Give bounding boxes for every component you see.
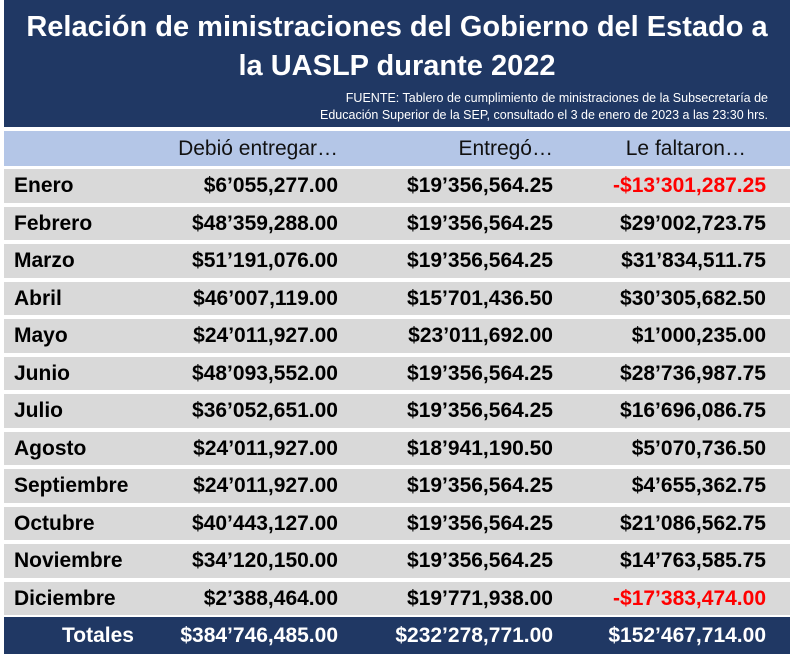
column-header-entrego: Entregó… (458, 137, 553, 160)
entrego-cell: $19’356,564.25 (407, 249, 553, 272)
column-header-debio: Debió entregar… (178, 137, 338, 160)
debio-cell: $2’388,464.00 (203, 586, 338, 610)
month-cell: Septiembre (14, 474, 129, 497)
table-row: Mayo $24’011,927.00 $23’011,692.00 $1’000,2… (4, 319, 790, 353)
debio-cell: $34’120,150.00 (192, 549, 338, 572)
entrego-cell: $19’356,564.25 (407, 474, 553, 497)
table-frame: Relación de ministraciones del Gobierno … (4, 0, 790, 656)
falta-cell: $14’763,585.75 (620, 549, 766, 572)
totals-row: Totales $384’746,485.00 $232’278,771.00 … (4, 617, 790, 654)
falta-cell: -$17’383,474.00 (613, 586, 766, 610)
page-title: Relación de ministraciones del Gobierno … (4, 8, 790, 86)
column-header-falta: Le faltaron… (625, 137, 746, 160)
entrego-cell: $19’356,564.25 (407, 174, 553, 197)
debio-cell: $6’055,277.00 (203, 174, 338, 197)
falta-cell: $29’002,723.75 (620, 211, 766, 235)
falta-cell: $30’305,682.50 (620, 286, 766, 310)
debio-cell: $46’007,119.00 (193, 286, 338, 310)
table-row: Agosto $24’011,927.00 $18’941,190.50 $5’070… (4, 431, 790, 465)
falta-cell: $28’736,987.75 (620, 361, 766, 385)
debio-cell: $48’093,552.00 (192, 361, 338, 385)
entrego-cell: $19’356,564.25 (407, 211, 553, 235)
falta-cell: $16’696,086.75 (620, 399, 766, 422)
entrego-cell: $23’011,692.00 (408, 324, 553, 347)
debio-cell: $40’443,127.00 (192, 511, 338, 535)
debio-cell: $24’011,927.00 (193, 324, 338, 347)
table-row: Enero $6’055,277.00 $19’356,564.25 -$13’301… (4, 169, 790, 203)
totals-falta: $152’467,714.00 (608, 624, 766, 647)
month-cell: Febrero (14, 211, 93, 235)
column-header-row: Debió entregar… Entregó… Le faltaron… (4, 131, 790, 166)
entrego-cell: $18’941,190.50 (407, 436, 553, 460)
month-cell: Julio (14, 399, 64, 422)
totals-debio: $384’746,485.00 (180, 624, 338, 647)
falta-cell: $4’655,362.75 (631, 474, 766, 497)
month-cell: Octubre (14, 511, 95, 535)
table-row: Junio $48’093,552.00 $19’356,564.25 $28’736… (4, 356, 790, 390)
debio-cell: $24’011,927.00 (193, 474, 338, 497)
falta-cell: $21’086,562.75 (620, 511, 766, 535)
debio-cell: $24’011,927.00 (193, 436, 338, 460)
month-cell: Noviembre (14, 549, 123, 572)
table-row: Diciembre $2’388,464.00 $19’771,938.00 -$17… (4, 581, 790, 615)
totals-label: Totales (62, 624, 134, 647)
month-cell: Enero (14, 174, 74, 197)
source-note: FUENTE: Tablero de cumplimiento de minis… (208, 90, 768, 124)
falta-cell: -$13’301,287.25 (613, 174, 766, 197)
table-row: Noviembre $34’120,150.00 $19’356,564.25 $14… (4, 544, 790, 578)
table-row: Abril $46’007,119.00 $15’701,436.50 $30’305… (4, 281, 790, 315)
falta-cell: $5’070,736.50 (631, 436, 766, 460)
entrego-cell: $19’771,938.00 (407, 586, 553, 610)
falta-cell: $31’834,511.75 (621, 249, 766, 272)
falta-cell: $1’000,235.00 (631, 324, 766, 347)
month-cell: Mayo (14, 324, 68, 347)
entrego-cell: $19’356,564.25 (407, 361, 553, 385)
totals-entrego: $232’278,771.00 (395, 624, 553, 647)
entrego-cell: $19’356,564.25 (407, 399, 553, 422)
entrego-cell: $19’356,564.25 (407, 511, 553, 535)
title-line-2: la UASLP durante 2022 (238, 50, 556, 82)
table-body: Enero $6’055,277.00 $19’356,564.25 -$13’301… (4, 169, 790, 619)
source-line-2: Educación Superior de la SEP, consultado… (320, 108, 768, 122)
title-banner: Relación de ministraciones del Gobierno … (4, 0, 790, 127)
month-cell: Agosto (14, 436, 87, 460)
entrego-cell: $15’701,436.50 (407, 286, 553, 310)
debio-cell: $48’359,288.00 (192, 211, 338, 235)
debio-cell: $51’191,076.00 (192, 249, 338, 272)
title-line-1: Relación de ministraciones del Gobierno … (26, 11, 768, 43)
month-cell: Diciembre (14, 586, 116, 610)
table-row: Octubre $40’443,127.00 $19’356,564.25 $21’0… (4, 506, 790, 540)
table-row: Julio $36’052,651.00 $19’356,564.25 $16’696… (4, 394, 790, 428)
table-row: Febrero $48’359,288.00 $19’356,564.25 $29’0… (4, 206, 790, 240)
table-row: Marzo $51’191,076.00 $19’356,564.25 $31’834… (4, 244, 790, 278)
month-cell: Junio (14, 361, 70, 385)
table-row: Septiembre $24’011,927.00 $19’356,564.25 $4… (4, 469, 790, 503)
debio-cell: $36’052,651.00 (192, 399, 338, 422)
month-cell: Marzo (14, 249, 75, 272)
entrego-cell: $19’356,564.25 (407, 549, 553, 572)
source-line-1: FUENTE: Tablero de cumplimiento de minis… (345, 91, 768, 105)
month-cell: Abril (14, 286, 62, 310)
